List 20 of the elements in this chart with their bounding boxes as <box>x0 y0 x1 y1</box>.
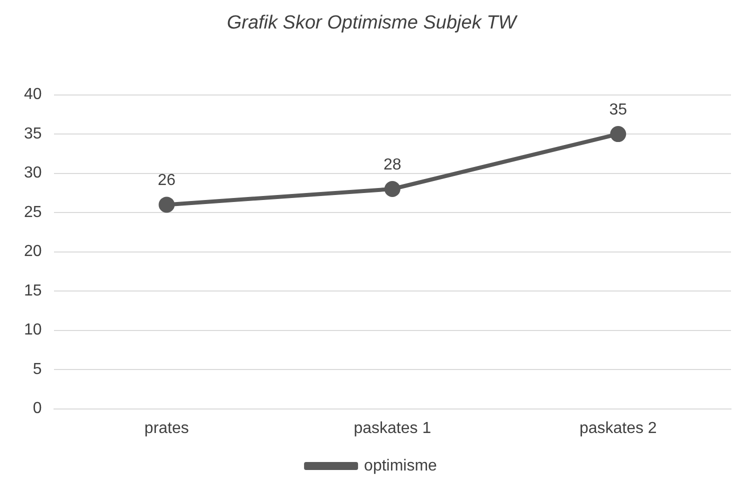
y-tick-label: 25 <box>24 204 42 221</box>
legend-label: optimisme <box>364 457 438 474</box>
x-tick-label: paskates 1 <box>354 420 432 437</box>
data-label: 26 <box>158 172 176 190</box>
data-label: 28 <box>384 156 402 174</box>
point <box>610 126 626 142</box>
y-tick-label: 40 <box>24 86 42 104</box>
point <box>158 196 175 213</box>
y-tick-label: 5 <box>32 360 42 378</box>
y-tick-label: 10 <box>24 322 42 339</box>
y-tick-label: 35 <box>24 125 42 142</box>
y-tick-label: 20 <box>24 243 42 260</box>
y-tick-label: 30 <box>24 164 42 182</box>
y-tick-label: 15 <box>24 282 42 300</box>
point <box>384 181 400 197</box>
y-tick-label: 0 <box>32 400 42 418</box>
x-tick-label: paskates 2 <box>579 420 657 437</box>
x-tick-label: prates <box>144 420 189 437</box>
chart-title: Grafik Skor Optimisme Subjek TW <box>226 12 518 34</box>
data-label: 35 <box>609 101 628 118</box>
